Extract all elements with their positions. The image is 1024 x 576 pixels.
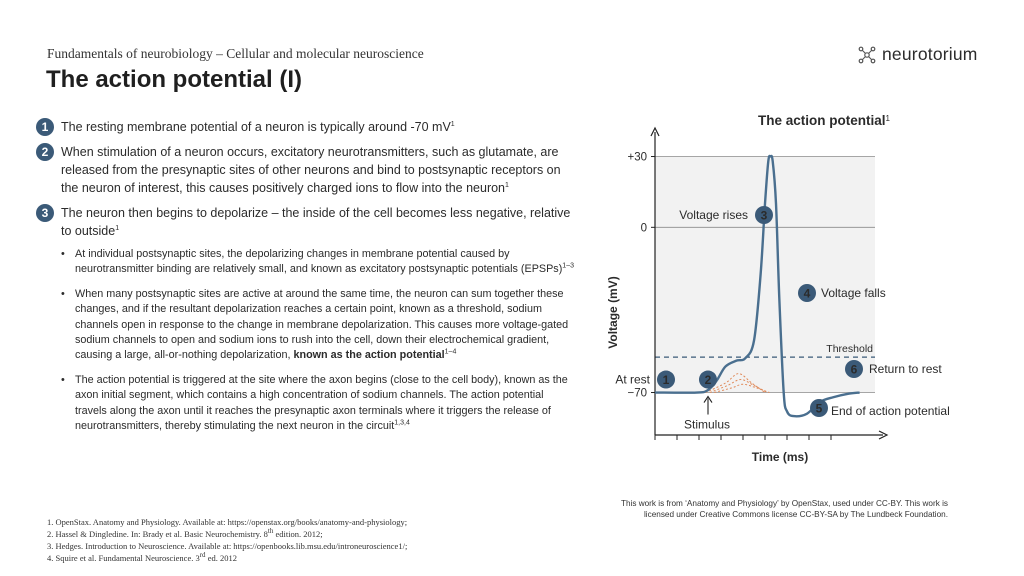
point-3: 3 The neuron then begins to depolarize –…	[36, 204, 576, 240]
sub-points: At individual postsynaptic sites, the de…	[61, 247, 576, 434]
reference: 2. Hassel & Dingledine. In: Brady et al.…	[47, 527, 323, 539]
x-axis-label: Time (ms)	[752, 450, 808, 464]
presentation-subtitle: Fundamentals of neurobiology – Cellular …	[47, 46, 424, 61]
at-rest-number: 1	[663, 373, 670, 387]
voltage-rises-number: 3	[761, 209, 768, 223]
voltage-rises-marker	[755, 206, 773, 224]
x-axis-arrow-icon	[878, 430, 889, 440]
epsp-curve	[714, 383, 770, 394]
point-number-badge: 3	[36, 204, 54, 222]
reference: 4. Squire et al. Fundamental Neuroscienc…	[47, 551, 237, 563]
point-text: The resting membrane potential of a neur…	[61, 120, 451, 134]
point-number-badge: 2	[36, 143, 54, 161]
voltage-falls-label: Voltage falls	[821, 286, 886, 300]
return-to-rest-number: 6	[851, 363, 858, 377]
neurotorium-logo-icon	[858, 46, 876, 63]
stimulus-arrow-icon	[703, 395, 713, 403]
logo-text: neurotorium	[882, 44, 978, 64]
sub-point: The action potential is triggered at the…	[61, 373, 576, 435]
references: 1. OpenStax. Anatomy and Physiology. Ava…	[47, 516, 407, 564]
at-rest-label: At rest	[615, 373, 650, 387]
epsp-curve	[705, 373, 766, 393]
logo: neurotorium	[857, 44, 978, 65]
end-of-ap-label: End of action potential	[831, 404, 950, 418]
end-of-ap-number: 5	[816, 402, 823, 416]
stimulus-label: Stimulus	[684, 418, 730, 432]
point-number-badge: 1	[36, 118, 54, 136]
epsp-curve	[709, 379, 768, 393]
voltage-rises-label: Voltage rises	[679, 208, 748, 222]
y-tick-label: +30	[627, 152, 647, 164]
y-axis-label: Voltage (mV)	[606, 276, 620, 348]
stimulus-marker	[699, 370, 717, 389]
y-axis-arrow-icon	[650, 126, 660, 137]
action-potential-line	[654, 154, 860, 418]
at-rest-marker	[657, 370, 675, 389]
point-text: The neuron then begins to depolarize – t…	[61, 206, 571, 238]
y-tick-label: −70	[627, 388, 647, 400]
image-credit: This work is from ‘Anatomy and Physiolog…	[620, 499, 948, 519]
return-to-rest-marker	[845, 360, 863, 378]
action-potential-chart: Threshold +30 0 −70 The action potential1 Tim…	[606, 113, 950, 464]
return-to-rest-label: Return to rest	[869, 362, 942, 376]
reference: 3. Hedges. Introduction to Neuroscience.…	[47, 541, 408, 551]
threshold-label: Threshold	[826, 343, 873, 355]
page-title: The action potential (I)	[46, 66, 302, 93]
main-points: 1 The resting membrane potential of a ne…	[36, 118, 576, 443]
point-1: 1 The resting membrane potential of a ne…	[36, 118, 576, 136]
voltage-falls-number: 4	[804, 287, 811, 301]
sub-point: When many postsynaptic sites are active …	[61, 287, 576, 364]
point-2: 2 When stimulation of a neuron occurs, e…	[36, 143, 576, 197]
chart-title: The action potential1	[758, 113, 891, 128]
voltage-falls-marker	[798, 284, 816, 302]
stimulus-number: 2	[705, 373, 712, 387]
y-tick-label: 0	[641, 222, 647, 234]
point-text: When stimulation of a neuron occurs, exc…	[61, 145, 561, 195]
end-of-ap-marker	[810, 399, 828, 417]
reference: 1. OpenStax. Anatomy and Physiology. Ava…	[47, 517, 408, 527]
sub-point: At individual postsynaptic sites, the de…	[61, 247, 576, 278]
